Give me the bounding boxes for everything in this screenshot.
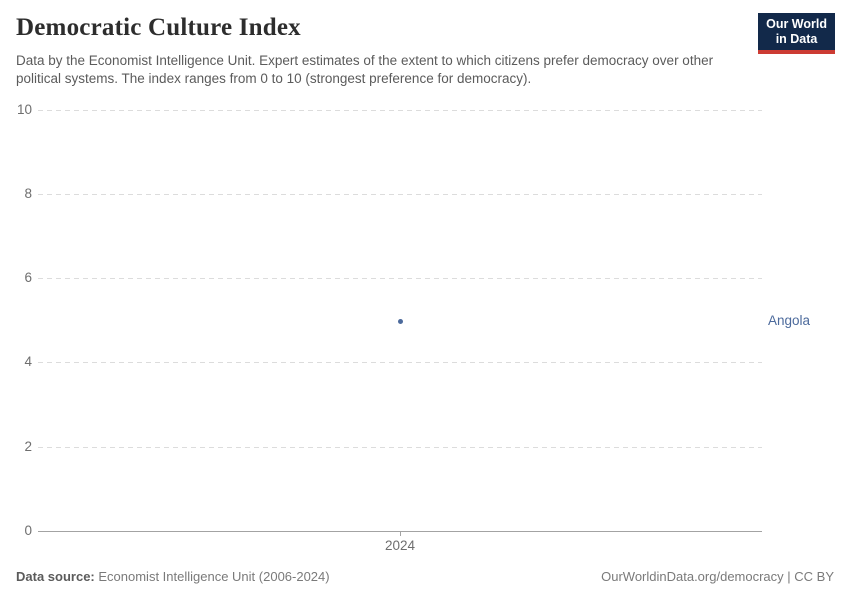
y-tick-label-0: 0 — [24, 523, 32, 538]
x-tick-label-2024: 2024 — [384, 538, 416, 553]
owid-logo-line1: Our World — [766, 17, 827, 31]
owid-url-license[interactable]: OurWorldinData.org/democracy | CC BY — [601, 569, 834, 584]
chart-title: Democratic Culture Index — [16, 14, 301, 41]
gridline-8 — [38, 194, 762, 195]
chart-footer: Data source: Economist Intelligence Unit… — [16, 569, 834, 584]
gridline-2 — [38, 447, 762, 448]
y-tick-label-2: 2 — [24, 439, 32, 454]
y-tick-label-8: 8 — [24, 186, 32, 201]
owid-logo[interactable]: Our World in Data — [758, 13, 835, 54]
y-tick-label-6: 6 — [24, 270, 32, 285]
gridline-6 — [38, 278, 762, 279]
data-source-note: Data source: Economist Intelligence Unit… — [16, 569, 330, 584]
data-source-label: Data source: — [16, 569, 95, 584]
gridline-4 — [38, 362, 762, 363]
gridline-10 — [38, 110, 762, 111]
y-tick-label-10: 10 — [16, 102, 32, 117]
data-point-angola[interactable] — [398, 319, 403, 324]
data-source-text: Economist Intelligence Unit (2006-2024) — [94, 569, 330, 584]
owid-logo-line2: in Data — [775, 32, 818, 46]
y-tick-label-4: 4 — [24, 354, 32, 369]
series-label-angola[interactable]: Angola — [768, 313, 811, 328]
x-tick-mark-2024 — [400, 531, 401, 536]
chart-subtitle: Data by the Economist Intelligence Unit.… — [16, 53, 714, 86]
